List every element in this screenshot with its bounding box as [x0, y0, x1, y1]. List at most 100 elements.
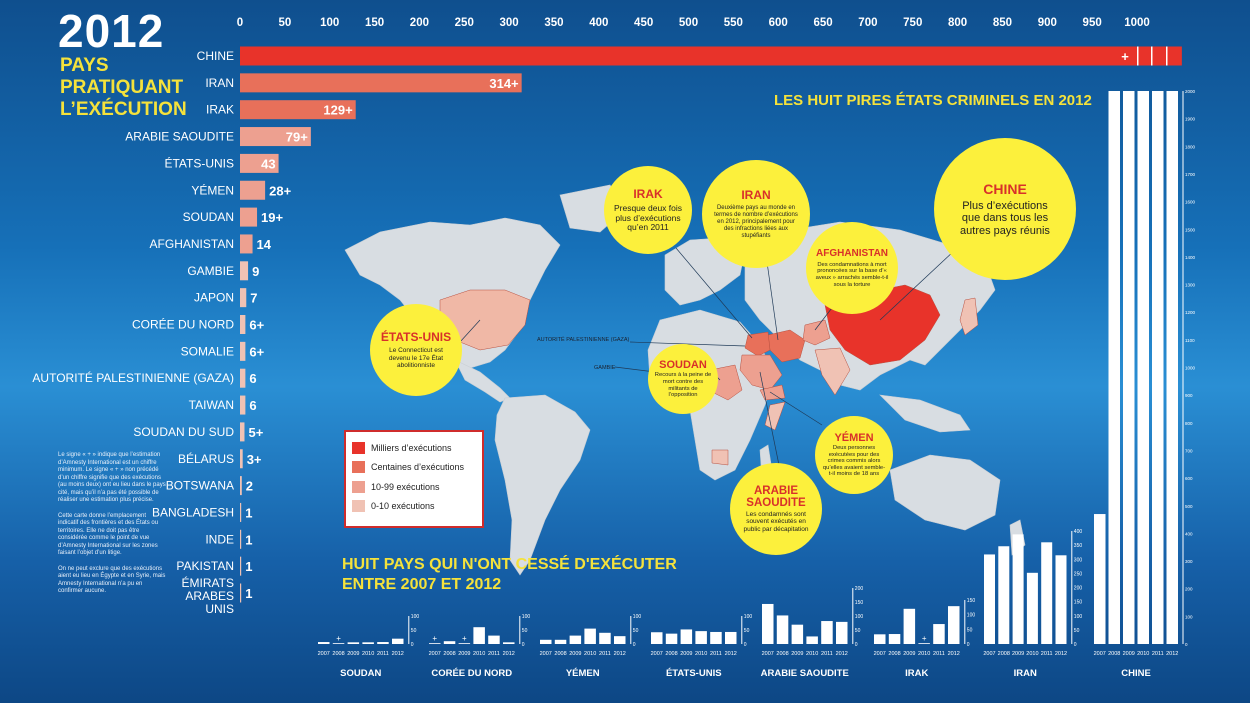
bubble-text: Recours à la peine de mort contre des mi… [654, 372, 712, 399]
bubble-afghanistan: AFGHANISTAN Des condamnations à mort pro… [806, 222, 898, 314]
category-label: INDE [205, 532, 234, 546]
small-y-tick: 0 [1074, 642, 1077, 648]
bubble-yemen: YÉMEN Deux personnes exécutées pour des … [815, 416, 893, 494]
small-bar-mark: + [462, 634, 467, 643]
bar-value-label: 28+ [269, 183, 291, 198]
legend-label: 10-99 exécutions [371, 481, 440, 492]
small-y-tick: 150 [855, 600, 864, 606]
bubble-title: ARABIE SAOUDITE [746, 484, 806, 509]
small-year-label: 2007 [651, 651, 663, 657]
bar-value-label: 1 [245, 559, 252, 574]
small-y-tick: 1100 [1185, 338, 1195, 343]
bubble-text: Deux personnes exécutées pour des crimes… [822, 444, 886, 478]
bar-value-label: 2 [246, 479, 253, 494]
bubble-title: YÉMEN [834, 431, 874, 444]
bar [240, 529, 242, 549]
small-year-label: 2007 [1094, 651, 1106, 657]
footnote-borders: Cette carte donne l’emplacement indicati… [58, 512, 159, 557]
small-multiples-title-line: HUIT PAYS QUI N'ONT CESSÉ D'EXÉCUTER [342, 554, 677, 573]
small-year-label: 2009 [1123, 651, 1135, 657]
small-year-label: 2009 [680, 651, 692, 657]
bubble-arabie-saoudite: ARABIE SAOUDITE Les condamnés sont souve… [730, 463, 822, 555]
small-multiple-panel: 2007 2008 2009 2010 2011 2012 0 50 100 YÉMEN [540, 614, 642, 679]
small-bar [1137, 91, 1149, 644]
x-tick-label: 700 [858, 17, 877, 29]
bubble-text: Les condamnés sont souvent exécutés en p… [743, 510, 809, 533]
small-year-label: 2010 [918, 651, 930, 657]
small-bar [347, 642, 360, 644]
map-somalia [764, 401, 786, 431]
x-tick-label: 300 [500, 17, 519, 29]
small-panel-name: IRAK [905, 668, 928, 679]
x-tick-label: 800 [948, 17, 967, 29]
bubble-text: Deuxième pays au monde en termes de nomb… [714, 205, 798, 239]
small-multiple-panel: 2007 +2008 2009 2010 2011 2012 0 50 100 SOUDAN [318, 614, 420, 679]
small-year-label: 2012 [1055, 651, 1067, 657]
bubble-chine: CHINE Plus d’exécutions que dans tous le… [934, 138, 1076, 280]
small-year-label: 2011 [710, 651, 722, 657]
map-australia [889, 454, 1001, 531]
small-multiple-panel: 2007 2008 2009 2010 2011 2012 0 50 100 150 200 250 3… [983, 529, 1082, 679]
small-year-label: 2012 [836, 651, 848, 657]
small-bar [776, 615, 789, 644]
map-botswana [711, 449, 729, 466]
bar [240, 395, 246, 415]
bar [240, 422, 245, 442]
small-bar [806, 636, 818, 644]
small-y-tick: 400 [1185, 531, 1193, 536]
small-bar-mark: + [922, 634, 927, 643]
small-bar [614, 636, 626, 644]
x-tick-label: 900 [1038, 17, 1057, 29]
legend-label: Milliers d’exécutions [371, 442, 452, 453]
small-bar [429, 643, 441, 644]
legend-swatch [352, 441, 365, 454]
small-year-label: 2010 [1026, 651, 1038, 657]
category-label: ÉMIRATS ARABES UNIS [182, 575, 234, 616]
small-y-tick: 2000 [1185, 89, 1196, 94]
small-year-label: 2008 [998, 651, 1010, 657]
small-year-label: 2008 [665, 651, 677, 657]
small-y-tick: 0 [411, 642, 414, 648]
small-y-tick: 0 [633, 642, 636, 648]
bar [240, 46, 1182, 66]
bubble-etats-unis: ÉTATS-UNIS Le Connecticut est devenu le … [370, 304, 462, 396]
small-panel-name: CHINE [1121, 668, 1151, 679]
bubble-title: IRAN [741, 188, 771, 203]
small-y-tick: 100 [855, 614, 864, 620]
category-label: TAIWAN [189, 398, 234, 412]
small-year-label: 2011 [1041, 651, 1053, 657]
small-y-tick: 300 [1185, 559, 1193, 564]
bar-value-label: 6 [249, 398, 256, 413]
small-y-tick: 600 [1185, 476, 1193, 481]
small-y-tick: 50 [522, 628, 528, 634]
small-panel-name: CORÉE DU NORD [431, 668, 512, 679]
bubble-irak: IRAK Presque deux fois plus d’exécutions… [604, 166, 692, 254]
bar-value-label: 314+ [489, 76, 519, 91]
subtitle-line-2: PRATIQUANT [60, 77, 184, 98]
small-bar [1055, 555, 1067, 644]
small-multiple-panel: 2007 2008 2009 +2010 2011 2012 0 50 100 150 IRAK [874, 598, 976, 679]
small-multiple-panel: 2007 2008 2009 2010 2011 2012 0 100 200 300 400 500… [1094, 89, 1196, 679]
small-bar [874, 634, 886, 644]
legend-label: Centaines d’exécutions [371, 462, 465, 473]
small-year-label: 2010 [695, 651, 707, 657]
bar [240, 153, 279, 173]
small-bar-mark: + [336, 634, 341, 643]
x-tick-label: 850 [993, 17, 1012, 29]
small-y-tick: 250 [1074, 571, 1083, 577]
small-year-label: 2009 [458, 651, 470, 657]
small-y-tick: 50 [411, 628, 417, 634]
bar-value-label: 1 [245, 505, 252, 520]
bubble-title: SOUDAN [659, 359, 707, 372]
x-tick-label: 250 [455, 17, 474, 29]
small-bar [377, 642, 389, 644]
category-label: YÉMEN [191, 182, 234, 197]
small-bar [488, 635, 500, 644]
bar [240, 180, 266, 200]
category-label: ARABIE SAOUDITE [125, 130, 234, 144]
small-bar [1012, 534, 1024, 644]
small-year-label: 2007 [762, 651, 774, 657]
small-y-tick: 1000 [1185, 366, 1196, 371]
small-year-label: 2008 [776, 651, 788, 657]
small-multiple-panel: 2007 2008 2009 2010 2011 2012 0 50 100 ÉTATS-UNIS [651, 614, 753, 679]
